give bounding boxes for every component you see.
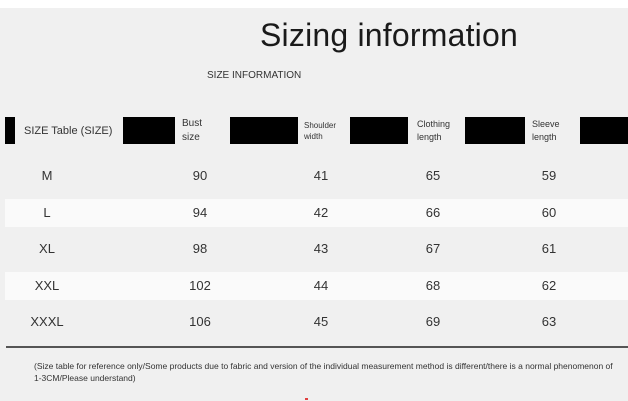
cell-shoulder: 42 [313, 205, 329, 220]
cell-size: XXL [34, 278, 60, 293]
header-block-5 [580, 117, 628, 144]
cell-clothing: 68 [425, 278, 441, 293]
page-subtitle: SIZE INFORMATION [207, 70, 302, 81]
cell-shoulder: 43 [313, 241, 329, 256]
cell-sleeve: 59 [541, 168, 557, 183]
header-bust-line2: size [182, 132, 200, 143]
cell-bust: 106 [189, 314, 211, 329]
cell-sleeve: 62 [541, 278, 557, 293]
table-row: XL 98 43 67 61 [5, 235, 628, 263]
cell-sleeve: 61 [541, 241, 557, 256]
cell-clothing: 66 [425, 205, 441, 220]
decorative-mark [305, 398, 308, 400]
cell-bust: 102 [189, 278, 211, 293]
cell-size: XXXL [30, 314, 64, 329]
page-title: Sizing information [260, 17, 518, 53]
cell-size: XL [39, 241, 55, 256]
header-shoulder-line2: width [304, 132, 323, 141]
cell-clothing: 65 [425, 168, 441, 183]
header-block-2 [230, 117, 298, 144]
cell-shoulder: 44 [313, 278, 329, 293]
header-sleeve-line1: Sleeve [532, 119, 560, 129]
divider [6, 346, 628, 348]
header-shoulder: Shoulder width [304, 120, 336, 142]
header-block-1 [123, 117, 175, 144]
header-bust: Bust size [182, 117, 202, 145]
header-shoulder-line1: Shoulder [304, 121, 337, 130]
header-sleeve: Sleeve length [532, 118, 560, 144]
size-note: (Size table for reference only/Some prod… [34, 361, 613, 383]
cell-clothing: 69 [425, 314, 441, 329]
header-clothing-line1: Clothing [417, 119, 451, 129]
header-size: SIZE Table (SIZE) [24, 125, 113, 137]
header-bust-line1: Bust [182, 118, 203, 129]
size-chart-page: Sizing information SIZE INFORMATION SIZE… [0, 8, 628, 401]
header-clothing-line2: length [417, 132, 442, 142]
cell-shoulder: 45 [313, 314, 329, 329]
cell-size: M [41, 168, 53, 183]
table-row: M 90 41 65 59 [5, 162, 628, 190]
cell-shoulder: 41 [313, 168, 329, 183]
cell-bust: 98 [192, 241, 208, 256]
cell-sleeve: 60 [541, 205, 557, 220]
table-row: XXL 102 44 68 62 [5, 272, 628, 300]
table-row: L 94 42 66 60 [5, 199, 628, 227]
table-row: XXXL 106 45 69 63 [5, 308, 628, 336]
cell-bust: 90 [192, 168, 208, 183]
header-sleeve-line2: length [532, 132, 557, 142]
cell-size: L [43, 205, 51, 220]
cell-sleeve: 63 [541, 314, 557, 329]
header-block-3 [350, 117, 408, 144]
header-clothing: Clothing length [417, 118, 450, 144]
header-block-4 [465, 117, 525, 144]
cell-clothing: 67 [425, 241, 441, 256]
header-block-left [5, 117, 15, 144]
cell-bust: 94 [192, 205, 208, 220]
